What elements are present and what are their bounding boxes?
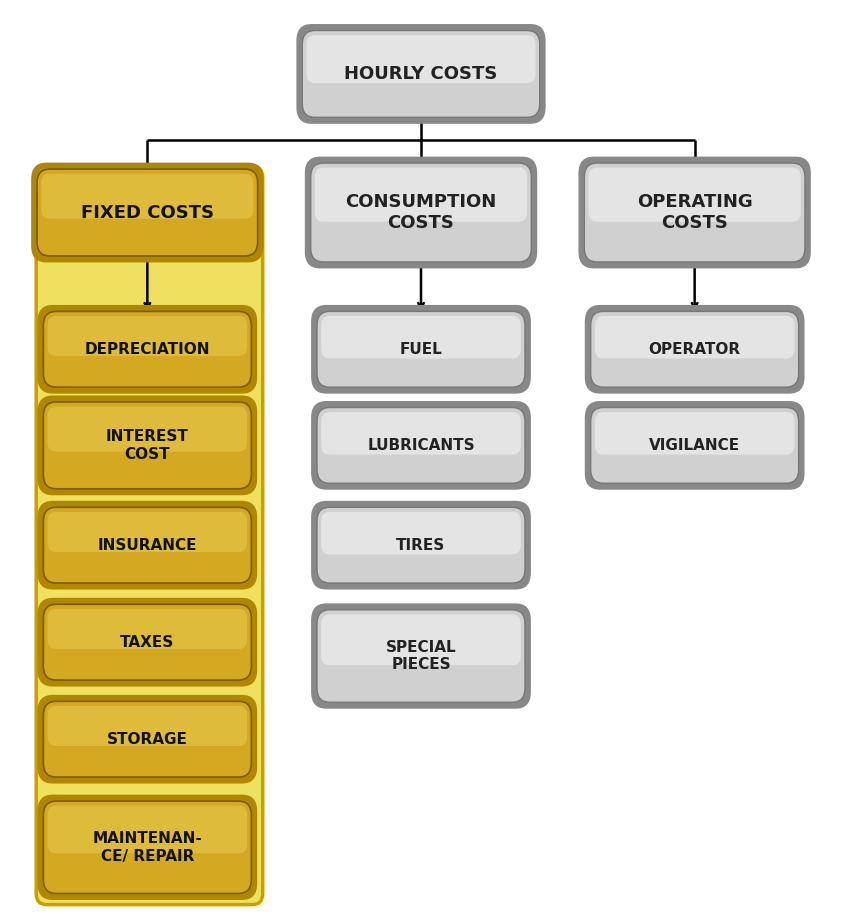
FancyBboxPatch shape — [43, 801, 251, 894]
FancyBboxPatch shape — [584, 305, 805, 394]
FancyBboxPatch shape — [37, 395, 258, 495]
FancyBboxPatch shape — [590, 311, 798, 387]
Text: SPECIAL
PIECES: SPECIAL PIECES — [386, 639, 456, 673]
FancyBboxPatch shape — [41, 174, 253, 219]
FancyBboxPatch shape — [47, 706, 248, 746]
Text: INSURANCE: INSURANCE — [98, 538, 197, 553]
Text: CONSUMPTION
COSTS: CONSUMPTION COSTS — [345, 193, 497, 232]
FancyBboxPatch shape — [312, 305, 531, 394]
FancyBboxPatch shape — [584, 401, 805, 490]
Text: OPERATING
COSTS: OPERATING COSTS — [637, 193, 753, 232]
Text: DEPRECIATION: DEPRECIATION — [84, 342, 210, 357]
FancyBboxPatch shape — [317, 407, 525, 483]
Text: INTEREST
COST: INTEREST COST — [106, 429, 189, 462]
FancyBboxPatch shape — [584, 163, 805, 262]
FancyBboxPatch shape — [43, 311, 251, 387]
Text: STORAGE: STORAGE — [107, 732, 188, 747]
FancyBboxPatch shape — [312, 603, 531, 709]
FancyBboxPatch shape — [37, 501, 258, 590]
FancyBboxPatch shape — [317, 507, 525, 583]
FancyBboxPatch shape — [589, 168, 801, 222]
FancyBboxPatch shape — [311, 163, 531, 262]
FancyBboxPatch shape — [578, 156, 811, 268]
FancyBboxPatch shape — [594, 316, 794, 359]
FancyBboxPatch shape — [312, 401, 531, 490]
FancyBboxPatch shape — [322, 614, 520, 665]
FancyBboxPatch shape — [47, 407, 248, 452]
Text: TIRES: TIRES — [397, 538, 445, 553]
Text: VIGILANCE: VIGILANCE — [649, 438, 740, 453]
Text: TAXES: TAXES — [120, 635, 174, 650]
FancyBboxPatch shape — [36, 166, 263, 905]
FancyBboxPatch shape — [37, 795, 258, 900]
FancyBboxPatch shape — [37, 305, 258, 394]
FancyBboxPatch shape — [43, 701, 251, 777]
FancyBboxPatch shape — [322, 316, 520, 359]
FancyBboxPatch shape — [43, 604, 251, 680]
FancyBboxPatch shape — [306, 35, 536, 83]
FancyBboxPatch shape — [37, 169, 258, 256]
FancyBboxPatch shape — [315, 168, 527, 222]
FancyBboxPatch shape — [47, 316, 248, 356]
FancyBboxPatch shape — [322, 512, 520, 554]
FancyBboxPatch shape — [43, 402, 251, 489]
Text: MAINTENAN-
CE/ REPAIR: MAINTENAN- CE/ REPAIR — [93, 831, 202, 864]
FancyBboxPatch shape — [43, 507, 251, 583]
FancyBboxPatch shape — [312, 501, 531, 590]
FancyBboxPatch shape — [47, 512, 248, 552]
FancyBboxPatch shape — [317, 610, 525, 702]
FancyBboxPatch shape — [302, 30, 540, 117]
Text: FIXED COSTS: FIXED COSTS — [81, 203, 214, 222]
FancyBboxPatch shape — [31, 163, 264, 262]
Text: OPERATOR: OPERATOR — [648, 342, 741, 357]
FancyBboxPatch shape — [296, 24, 546, 124]
FancyBboxPatch shape — [590, 407, 798, 483]
FancyBboxPatch shape — [317, 311, 525, 387]
Text: LUBRICANTS: LUBRICANTS — [367, 438, 475, 453]
FancyBboxPatch shape — [37, 598, 258, 687]
FancyBboxPatch shape — [305, 156, 537, 268]
Text: FUEL: FUEL — [400, 342, 442, 357]
FancyBboxPatch shape — [322, 412, 520, 455]
FancyBboxPatch shape — [594, 412, 794, 455]
FancyBboxPatch shape — [37, 695, 258, 784]
Text: HOURLY COSTS: HOURLY COSTS — [344, 65, 498, 83]
FancyBboxPatch shape — [47, 609, 248, 649]
FancyBboxPatch shape — [47, 806, 248, 854]
